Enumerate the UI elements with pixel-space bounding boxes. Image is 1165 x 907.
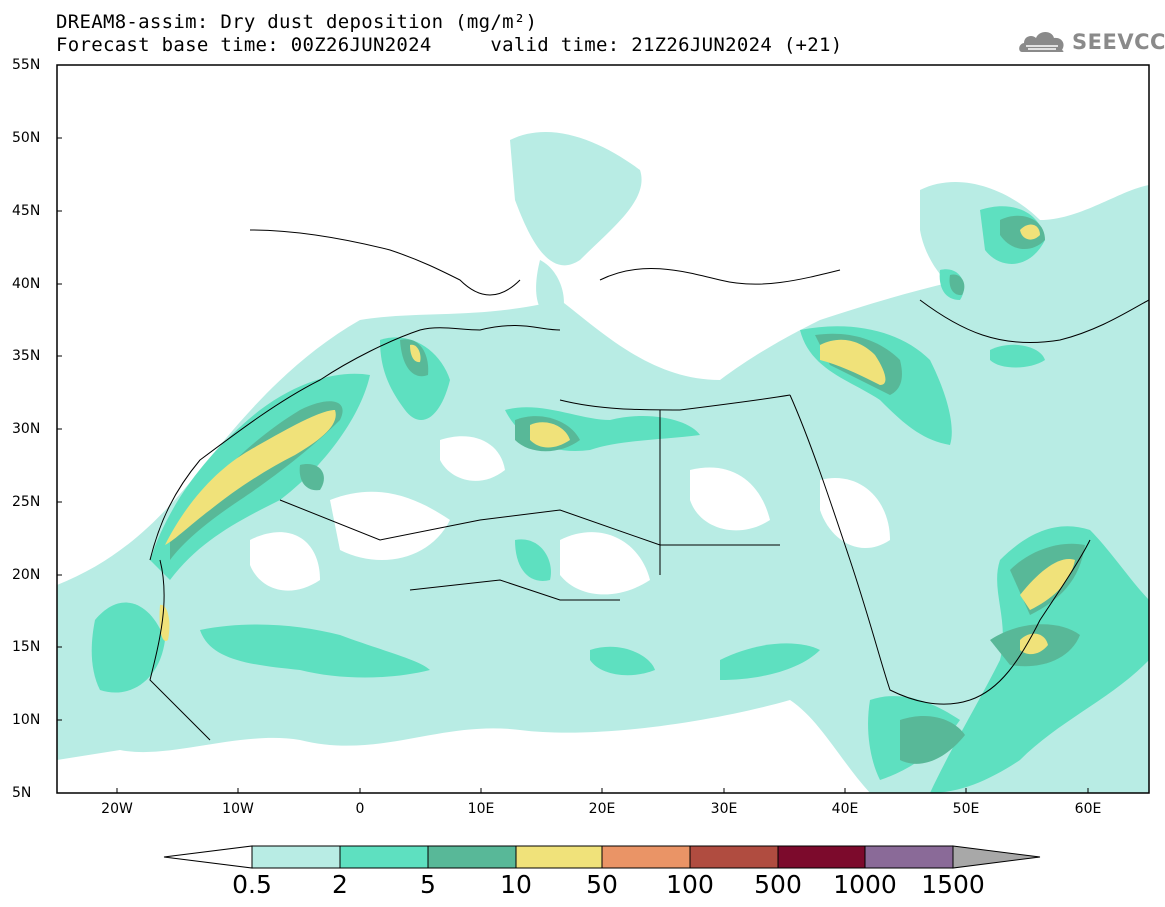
lon-label: 20E [588,801,616,817]
lat-label: 20N [12,567,41,583]
coastlines [149,229,1149,741]
lon-label: 50E [952,801,980,817]
colorbar-label: 10 [500,870,532,899]
colorbar-upper-arrow [952,845,1041,869]
map-title: DREAM8-assim: Dry dust deposition (mg/m²… [56,11,538,33]
deposition-field [57,131,1149,793]
lat-label: 10N [12,712,41,728]
lon-label: 0 [355,801,365,817]
colorbar-lower-arrow [163,845,253,869]
colorbar-bin-6 [689,845,779,869]
lon-label: 10E [467,801,495,817]
colorbar-bin-4 [515,845,603,869]
lat-label: 35N [12,348,41,364]
axis-ticks [57,64,1089,793]
seevccc-cloud-logo [1019,32,1064,52]
colorbar-bin-2 [339,845,429,869]
lon-label: 30E [710,801,738,817]
forecast-time-line: Forecast base time: 00Z26JUN2024 valid t… [56,34,843,56]
lat-label: 25N [12,494,41,510]
colorbar-label: 50 [586,870,618,899]
colorbar-bin-5 [601,845,691,869]
colorbar-bin-1 [251,845,341,869]
colorbar-label: 500 [754,870,802,899]
lat-label: 55N [12,57,41,73]
colorbar-label: 2 [332,870,348,899]
lat-label: 5N [12,785,32,801]
colorbar-bin-3 [427,845,517,869]
lat-label: 40N [12,276,41,292]
colorbar-label: 1000 [833,870,897,899]
colorbar-label: 5 [420,870,436,899]
lon-label: 10W [222,801,254,817]
colorbar-bin-8 [864,845,954,869]
colorbar-label: 1500 [921,870,985,899]
logo-text: SEEVCCC [1072,30,1165,54]
lon-label: 40E [831,801,859,817]
lat-label: 45N [12,203,41,219]
lat-label: 30N [12,421,41,437]
colorbar-label: 100 [666,870,714,899]
lon-label: 20W [101,801,133,817]
lat-label: 15N [12,639,41,655]
colorbar-bin-7 [777,845,866,869]
lat-label: 50N [12,130,41,146]
colorbar-label: 0.5 [232,870,272,899]
lon-label: 60E [1074,801,1102,817]
colorbar [163,845,1041,869]
